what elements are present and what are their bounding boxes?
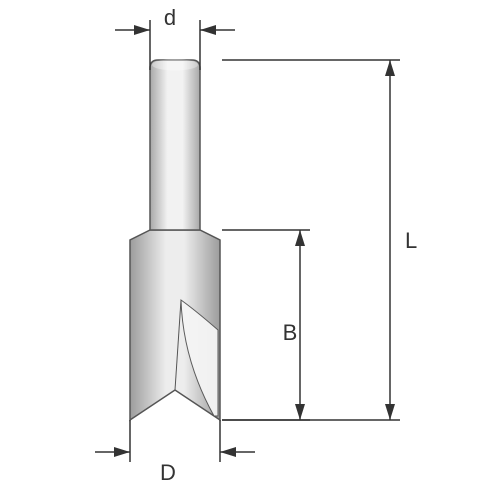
router-bit-dimensional-diagram: d D L B (0, 0, 500, 500)
label-d: d (164, 5, 176, 30)
dimension-D: D (95, 420, 255, 485)
label-L: L (405, 228, 417, 253)
dimension-L: L (222, 60, 417, 420)
router-bit (130, 59, 220, 420)
dimension-B: B (222, 230, 310, 420)
label-D: D (160, 460, 176, 485)
label-B: B (283, 320, 298, 345)
